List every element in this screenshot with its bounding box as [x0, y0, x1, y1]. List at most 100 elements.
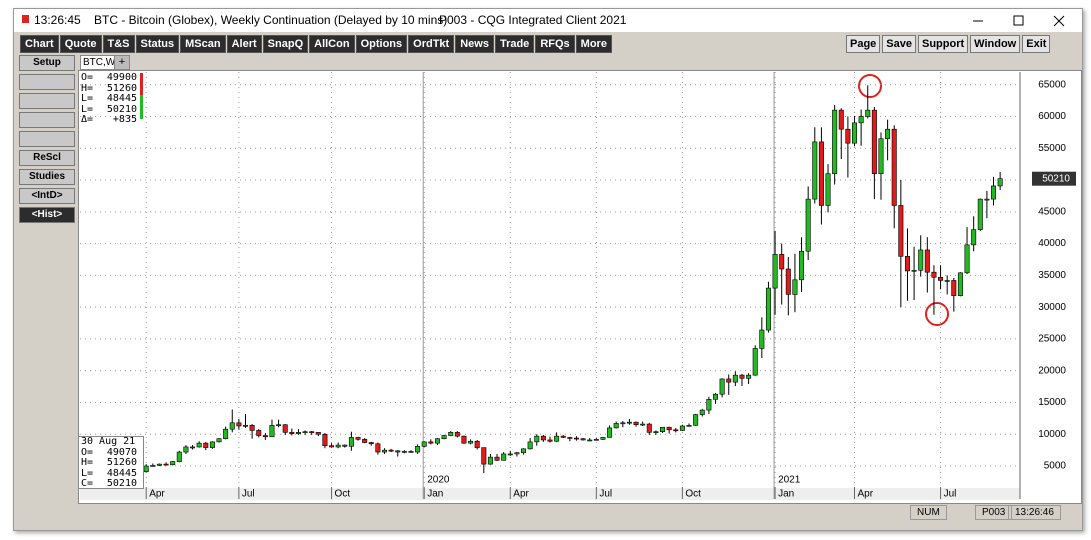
x-tick-label: Jul [599, 489, 612, 500]
candle-body [759, 329, 765, 349]
toolbar-button[interactable]: RFQs [535, 35, 575, 53]
candle-body [838, 109, 844, 130]
candle-body [282, 424, 288, 433]
candle-body [348, 437, 354, 447]
toolbar-button[interactable]: T&S [102, 35, 135, 53]
candle-body [752, 348, 758, 376]
toolbar-button[interactable]: Options [355, 35, 408, 53]
axis-strip [80, 488, 1020, 500]
candle-body [898, 205, 904, 257]
candle-body [891, 128, 897, 206]
toolbar-button[interactable]: AllCon [309, 35, 355, 53]
candle-body [640, 423, 646, 426]
toolbar-button[interactable]: Quote [59, 35, 102, 53]
candle-body [203, 442, 209, 448]
candle-body [315, 432, 321, 435]
sidebar-button[interactable]: <Hist> [19, 207, 75, 223]
candle-body [156, 463, 162, 466]
candle-body [712, 393, 718, 400]
toolbar-button[interactable]: OrdTkt [408, 35, 455, 53]
add-tab[interactable]: + [114, 55, 130, 70]
candle-body [626, 421, 632, 424]
sidebar-button[interactable]: Studies [19, 169, 75, 185]
icon-button[interactable] [19, 74, 75, 90]
quote-bar [140, 73, 143, 95]
candle-body [527, 441, 533, 450]
candle-body [699, 409, 705, 415]
candle-body [911, 269, 917, 272]
candle-body [335, 444, 341, 448]
x-tick-label: Oct [685, 489, 701, 500]
candle-body [540, 435, 546, 441]
candle-body [997, 178, 1003, 187]
sidebar-button[interactable]: Setup [19, 55, 75, 71]
y-tick-label: 45000 [1038, 206, 1066, 217]
candle-body [209, 441, 215, 448]
candle-body [885, 128, 891, 140]
toolbar-button[interactable]: Status [135, 35, 180, 53]
candle-body [501, 453, 507, 461]
row-label: O= [81, 446, 94, 458]
toolbar-button[interactable]: Support [918, 35, 969, 53]
toolbar-button[interactable]: Window [970, 35, 1021, 53]
sidebar-button[interactable]: <IntD> [19, 188, 75, 204]
candle-body [951, 280, 957, 297]
row-label: O= [81, 72, 94, 83]
candle-body [190, 446, 196, 449]
candle-body [236, 422, 242, 427]
candle-body [388, 449, 394, 452]
toolbar-button[interactable]: Chart [20, 35, 59, 53]
icon-button[interactable] [19, 131, 75, 147]
candle-body [991, 185, 997, 200]
toolbar-button[interactable]: SnapQ [262, 35, 309, 53]
quote-bar [140, 95, 143, 119]
x-tick-label: Jan [427, 489, 443, 500]
candle-body [904, 256, 910, 272]
candle-body [560, 435, 566, 438]
candle-body [825, 173, 831, 206]
candle-body [554, 435, 560, 442]
toolbar-button[interactable]: Alert [226, 35, 262, 53]
sidebar-button[interactable]: ReScl [19, 150, 75, 166]
candle-body [871, 109, 877, 174]
toolbar-button[interactable]: Save [882, 35, 916, 53]
x-tick-label: Jul [242, 489, 255, 500]
window-controls[interactable] [969, 13, 1079, 29]
status-cell: 13:26:46 [1008, 505, 1061, 520]
candle-body [832, 109, 838, 174]
candle-body [938, 276, 944, 281]
row-label: L= [81, 103, 94, 115]
candle-body [858, 116, 864, 124]
candle-body [673, 429, 679, 432]
candle-body [329, 445, 335, 448]
candle-body [686, 425, 692, 427]
candle-body [362, 439, 368, 443]
candle-body [792, 279, 798, 295]
candle-body [468, 440, 474, 444]
icon-button[interactable] [19, 112, 75, 128]
row-value: 48445 [106, 467, 137, 479]
window-title: BTC - Bitcoin (Globex), Weekly Continuat… [94, 13, 448, 27]
toolbar-right: Page Save Support Window Exit [844, 35, 1051, 53]
y-tick-label: 30000 [1038, 302, 1066, 313]
candle-body [607, 427, 613, 438]
quote-box: O= 49900 H= 51260 L= 48445 L= 50210 Δ= +835 [81, 72, 137, 126]
toolbar-button[interactable]: News [455, 35, 494, 53]
candle-body [454, 432, 460, 437]
data-row: L= 50210 [81, 103, 137, 116]
candle-body [865, 109, 871, 117]
icon-button[interactable] [19, 93, 75, 109]
toolbar-button[interactable]: Exit [1022, 35, 1051, 53]
year-label: 2021 [778, 475, 801, 486]
candle-body [176, 451, 182, 462]
candle-body [719, 378, 725, 395]
candle-body [964, 244, 970, 274]
toolbar-button[interactable]: MScan [180, 35, 226, 53]
candle-body [342, 444, 348, 447]
candle-body [229, 422, 235, 430]
candle-body [461, 435, 467, 444]
toolbar-button[interactable]: More [575, 35, 612, 53]
candle-body [587, 439, 593, 442]
toolbar-button[interactable]: Page [846, 35, 881, 53]
toolbar-button[interactable]: Trade [494, 35, 535, 53]
